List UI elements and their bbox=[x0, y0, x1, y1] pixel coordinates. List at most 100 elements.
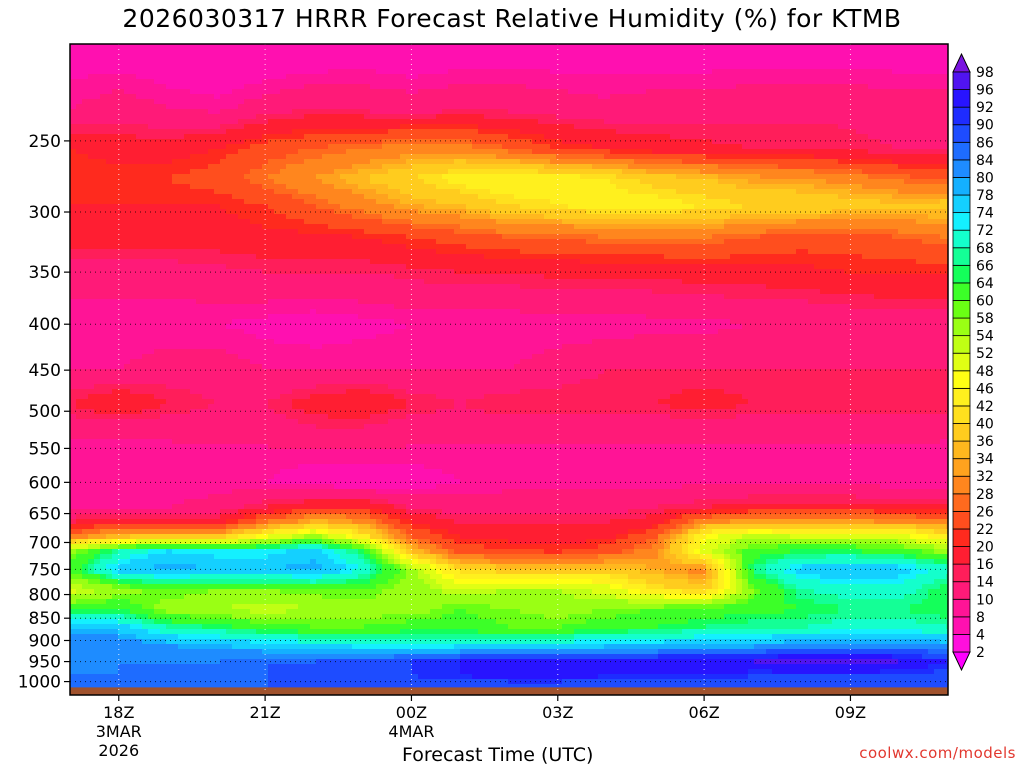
rh-cell-2875 bbox=[562, 139, 569, 145]
rh-cell-2283 bbox=[538, 119, 545, 125]
rh-cell-2127 bbox=[484, 114, 491, 120]
rh-cell-2208 bbox=[88, 119, 95, 125]
rh-cell-95 bbox=[640, 44, 647, 50]
rh-cell-4729 bbox=[220, 204, 227, 210]
rh-cell-112 bbox=[742, 44, 749, 50]
rh-cell-4591 bbox=[274, 199, 281, 205]
rh-cell-82 bbox=[562, 44, 569, 50]
rh-cell-478 bbox=[292, 59, 299, 65]
rh-cell-4413 bbox=[88, 194, 95, 200]
rh-cell-2598 bbox=[664, 129, 671, 135]
rh-cell-1302 bbox=[826, 84, 833, 90]
rh-cell-1596 bbox=[826, 94, 833, 100]
rh-cell-732 bbox=[934, 64, 941, 70]
rh-cell-3656 bbox=[838, 164, 845, 170]
rh-cell-2913 bbox=[790, 139, 797, 145]
rh-cell-2099 bbox=[316, 114, 323, 120]
rh-cell-3859 bbox=[292, 174, 299, 180]
rh-cell-1220 bbox=[334, 84, 341, 90]
rh-cell-419 bbox=[820, 54, 827, 60]
rh-cell-1179 bbox=[88, 84, 95, 90]
rh-cell-890 bbox=[118, 74, 125, 80]
rh-cell-4322 bbox=[424, 189, 431, 195]
rh-cell-1393 bbox=[490, 89, 497, 95]
rh-cell-1649 bbox=[262, 99, 269, 105]
rh-cell-3155 bbox=[478, 149, 485, 155]
rh-cell-3913 bbox=[616, 174, 623, 180]
rh-cell-809 bbox=[514, 69, 521, 75]
rh-cell-1943 bbox=[262, 109, 269, 115]
rh-cell-2281 bbox=[526, 119, 533, 125]
rh-cell-2297 bbox=[622, 119, 629, 125]
rh-cell-3632 bbox=[694, 164, 701, 170]
rh-cell-4824 bbox=[790, 204, 797, 210]
rh-cell-3301 bbox=[472, 154, 479, 160]
rh-cell-1010 bbox=[838, 74, 845, 80]
rh-cell-2813 bbox=[190, 139, 197, 145]
rh-cell-4388 bbox=[820, 189, 827, 195]
rh-cell-3345 bbox=[736, 154, 743, 160]
rh-cell-3101 bbox=[154, 149, 161, 155]
rh-cell-2139 bbox=[556, 114, 563, 120]
rh-cell-4685 bbox=[838, 199, 845, 205]
rh-cell-3032 bbox=[622, 144, 629, 150]
rh-cell-4370 bbox=[712, 189, 719, 195]
rh-cell-899 bbox=[172, 74, 179, 80]
rh-cell-3784 bbox=[724, 169, 731, 175]
rh-cell-3276 bbox=[322, 154, 329, 160]
rh-cell-3727 bbox=[382, 169, 389, 175]
rh-cell-946 bbox=[454, 74, 461, 80]
rh-cell-3094 bbox=[112, 149, 119, 155]
rh-cell-2478 bbox=[826, 124, 833, 130]
rh-cell-1243 bbox=[472, 84, 479, 90]
rh-cell-704 bbox=[766, 64, 773, 70]
rh-cell-4556 bbox=[946, 194, 948, 200]
rh-cell-408 bbox=[754, 54, 761, 60]
rh-cell-1727 bbox=[730, 99, 737, 105]
rh-cell-2014 bbox=[688, 109, 695, 115]
rh-cell-4632 bbox=[520, 199, 527, 205]
rh-cell-3822 bbox=[70, 174, 77, 180]
rh-cell-1328 bbox=[100, 89, 107, 95]
rh-cell-2149 bbox=[616, 114, 623, 120]
rh-cell-1085 bbox=[406, 79, 413, 85]
rh-cell-4376 bbox=[748, 189, 755, 195]
rh-cell-3074 bbox=[874, 144, 881, 150]
rh-cell-1837 bbox=[508, 104, 515, 110]
rh-cell-1584 bbox=[754, 94, 761, 100]
rh-cell-132 bbox=[862, 44, 869, 50]
rh-cell-151 bbox=[94, 49, 101, 55]
rh-cell-4471 bbox=[436, 194, 443, 200]
rh-cell-4647 bbox=[610, 199, 617, 205]
rh-cell-1874 bbox=[730, 104, 737, 110]
rh-cell-4826 bbox=[802, 204, 809, 210]
rh-cell-4324 bbox=[436, 189, 443, 195]
rh-cell-40 bbox=[310, 44, 317, 50]
rh-cell-3728 bbox=[388, 169, 395, 175]
rh-cell-2023 bbox=[742, 109, 749, 115]
rh-cell-798 bbox=[448, 69, 455, 75]
rh-cell-4636 bbox=[544, 199, 551, 205]
rh-cell-4474 bbox=[454, 194, 461, 200]
rh-cell-60 bbox=[430, 44, 437, 50]
rh-cell-919 bbox=[292, 74, 299, 80]
rh-cell-4351 bbox=[598, 189, 605, 195]
rh-cell-2774 bbox=[838, 134, 845, 140]
rh-cell-1844 bbox=[550, 104, 557, 110]
rh-cell-825 bbox=[610, 69, 617, 75]
rh-cell-298 bbox=[94, 54, 101, 60]
rh-cell-4262 bbox=[946, 184, 948, 190]
rh-cell-652 bbox=[454, 64, 461, 70]
rh-cell-2035 bbox=[814, 109, 821, 115]
rh-cell-1311 bbox=[880, 84, 887, 90]
rh-cell-1213 bbox=[292, 84, 299, 90]
rh-cell-180 bbox=[268, 49, 275, 55]
rh-cell-3437 bbox=[406, 159, 413, 165]
rh-cell-2855 bbox=[442, 139, 449, 145]
rh-cell-1301 bbox=[820, 84, 827, 90]
rh-cell-848 bbox=[748, 69, 755, 75]
rh-cell-2586 bbox=[592, 129, 599, 135]
rh-cell-1803 bbox=[304, 104, 311, 110]
rh-cell-2240 bbox=[280, 119, 287, 125]
rh-cell-2322 bbox=[772, 119, 779, 125]
